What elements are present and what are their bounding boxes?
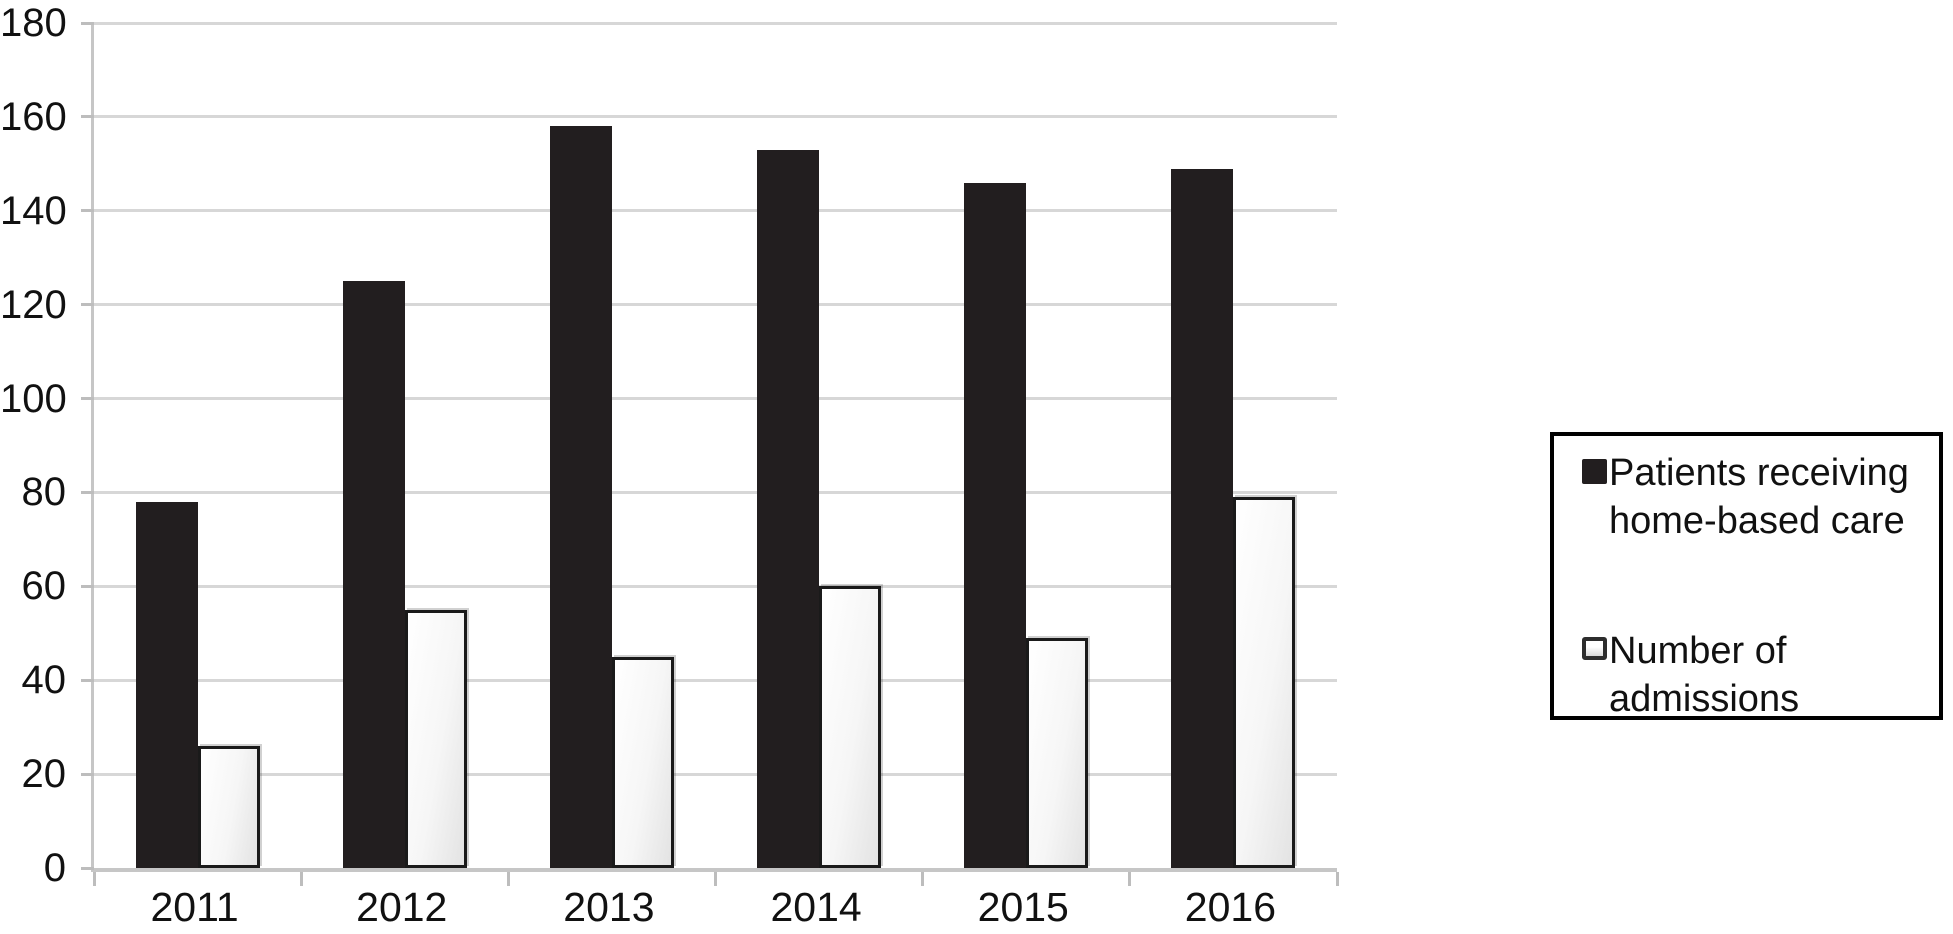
x-tick-label: 2016 <box>1184 884 1277 930</box>
legend-swatch-light-square-icon <box>1582 637 1607 660</box>
legend-label-line: Patients receiving <box>1609 452 1909 494</box>
bar-admissions-2012 <box>404 609 467 868</box>
y-tick-label: 180 <box>0 1 67 45</box>
bar-patients-2012 <box>342 281 405 868</box>
bar-patients-2014 <box>757 149 820 868</box>
gridline <box>94 397 1337 401</box>
bar-patients-2013 <box>549 126 612 868</box>
y-tick-mark <box>81 678 94 682</box>
x-tick-mark <box>1335 872 1339 886</box>
legend-label-line: Number of <box>1609 630 1787 672</box>
y-tick-mark <box>81 584 94 588</box>
plot-area <box>81 21 1339 886</box>
legend-label-line: admissions <box>1609 678 1800 720</box>
y-tick-mark <box>81 772 94 776</box>
x-tick-mark <box>506 872 510 886</box>
legend-label-line: home-based care <box>1609 500 1905 542</box>
bar-patients-2015 <box>964 182 1027 868</box>
gridline <box>94 209 1337 213</box>
bar-patients-2016 <box>1171 168 1234 868</box>
x-tick-mark <box>299 872 303 886</box>
gridline <box>94 490 1337 494</box>
gridline <box>94 21 1337 25</box>
gridline <box>94 772 1337 776</box>
x-tick-label: 2011 <box>150 884 239 930</box>
bar-patients-2011 <box>135 501 198 868</box>
x-tick-label: 2014 <box>770 884 862 930</box>
y-tick-label: 160 <box>0 94 67 139</box>
legend: Patients receiving home-based care Numbe… <box>1550 432 1943 720</box>
legend-entry-admissions: Number of admissions <box>1582 627 1939 723</box>
gridline <box>94 678 1337 682</box>
x-tick-label: 2012 <box>356 884 448 930</box>
gridline <box>94 584 1337 588</box>
x-tick-mark <box>714 872 717 886</box>
y-tick-label: 60 <box>21 564 67 609</box>
y-tick-mark <box>81 115 94 119</box>
y-tick-label: 120 <box>0 282 67 327</box>
bar-admissions-2015 <box>1026 637 1089 868</box>
legend-label-patients: Patients receiving home-based care <box>1609 449 1909 545</box>
y-tick-mark <box>81 21 94 25</box>
y-tick-label: 20 <box>21 752 67 797</box>
y-tick-label: 0 <box>43 846 66 890</box>
y-tick-label: 40 <box>21 658 67 703</box>
legend-swatch-black-square-icon <box>1582 459 1607 484</box>
bar-admissions-2013 <box>611 656 674 868</box>
y-tick-label: 100 <box>0 376 67 421</box>
gridline <box>94 303 1337 307</box>
y-tick-mark <box>81 490 94 494</box>
x-tick-label: 2013 <box>563 884 655 930</box>
gridline <box>94 115 1337 119</box>
x-tick-mark <box>921 872 925 886</box>
y-tick-mark <box>81 303 94 307</box>
y-tick-label: 140 <box>0 188 67 233</box>
bar-admissions-2016 <box>1233 497 1296 868</box>
y-tick-label: 80 <box>21 470 67 515</box>
x-tick-mark <box>92 872 96 886</box>
y-tick-mark <box>81 397 94 401</box>
x-tick-label: 2015 <box>977 884 1069 930</box>
y-tick-mark <box>81 866 94 870</box>
bar-admissions-2011 <box>197 745 260 868</box>
bar-admissions-2014 <box>819 586 882 868</box>
legend-entry-patients: Patients receiving home-based care <box>1582 449 1939 545</box>
x-tick-mark <box>1128 872 1132 886</box>
y-tick-mark <box>81 209 94 213</box>
legend-label-admissions: Number of admissions <box>1609 627 1799 723</box>
